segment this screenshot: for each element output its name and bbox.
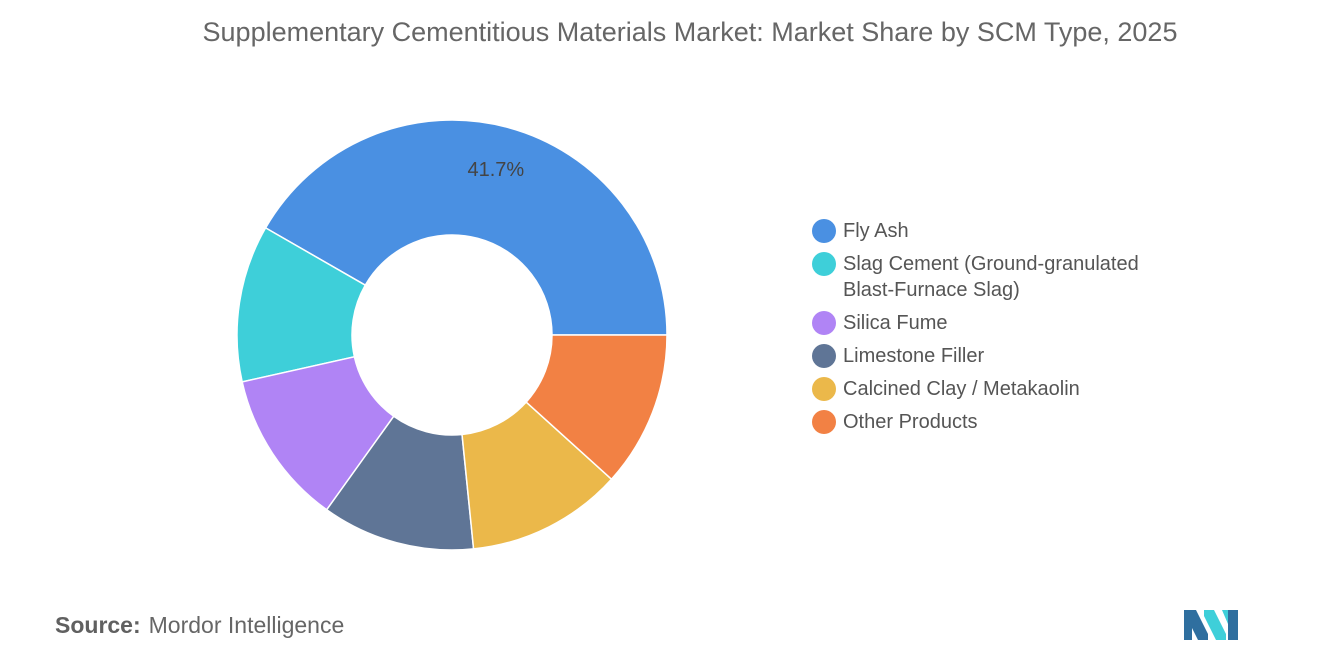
legend-item-3: Silica Fume (812, 310, 1232, 336)
legend-label-2: Slag Cement (Ground-granulated Blast-Fur… (843, 253, 1139, 301)
legend-label-5: Calcined Clay / Metakaolin (843, 378, 1080, 400)
legend-label-1: Fly Ash (843, 220, 909, 242)
source-text: Mordor Intelligence (148, 612, 345, 638)
legend-swatch-5 (812, 377, 836, 401)
legend-label-6: Other Products (843, 411, 978, 433)
legend-swatch-3 (812, 311, 836, 335)
legend-item-5: Calcined Clay / Metakaolin (812, 376, 1232, 402)
source-label: Source: (55, 612, 141, 638)
legend-swatch-1 (812, 219, 836, 243)
chart-title: Supplementary Cementitious Materials Mar… (202, 17, 1178, 47)
legend-label-3: Silica Fume (843, 312, 948, 334)
data-label-1: 41.7% (467, 159, 524, 181)
legend-swatch-4 (812, 344, 836, 368)
source-note: Source: Mordor Intelligence (55, 612, 344, 639)
legend-item-6: Other Products (812, 409, 1232, 435)
legend-item-1: Fly Ash (812, 218, 1232, 244)
legend-item-4: Limestone Filler (812, 343, 1232, 369)
legend-swatch-6 (812, 410, 836, 434)
donut-slice-2 (236, 226, 367, 383)
legend-item-2: Slag Cement (Ground-granulated Blast-Fur… (812, 251, 1232, 303)
legend-swatch-2 (812, 252, 836, 276)
legend-label-4: Limestone Filler (843, 345, 985, 367)
mordor-intelligence-logo-icon (1184, 610, 1238, 640)
legend: Fly Ash Slag Cement (Ground-granulated Bl… (812, 218, 1232, 442)
donut-slice-1 (264, 119, 668, 336)
donut-slice-6 (525, 334, 668, 481)
